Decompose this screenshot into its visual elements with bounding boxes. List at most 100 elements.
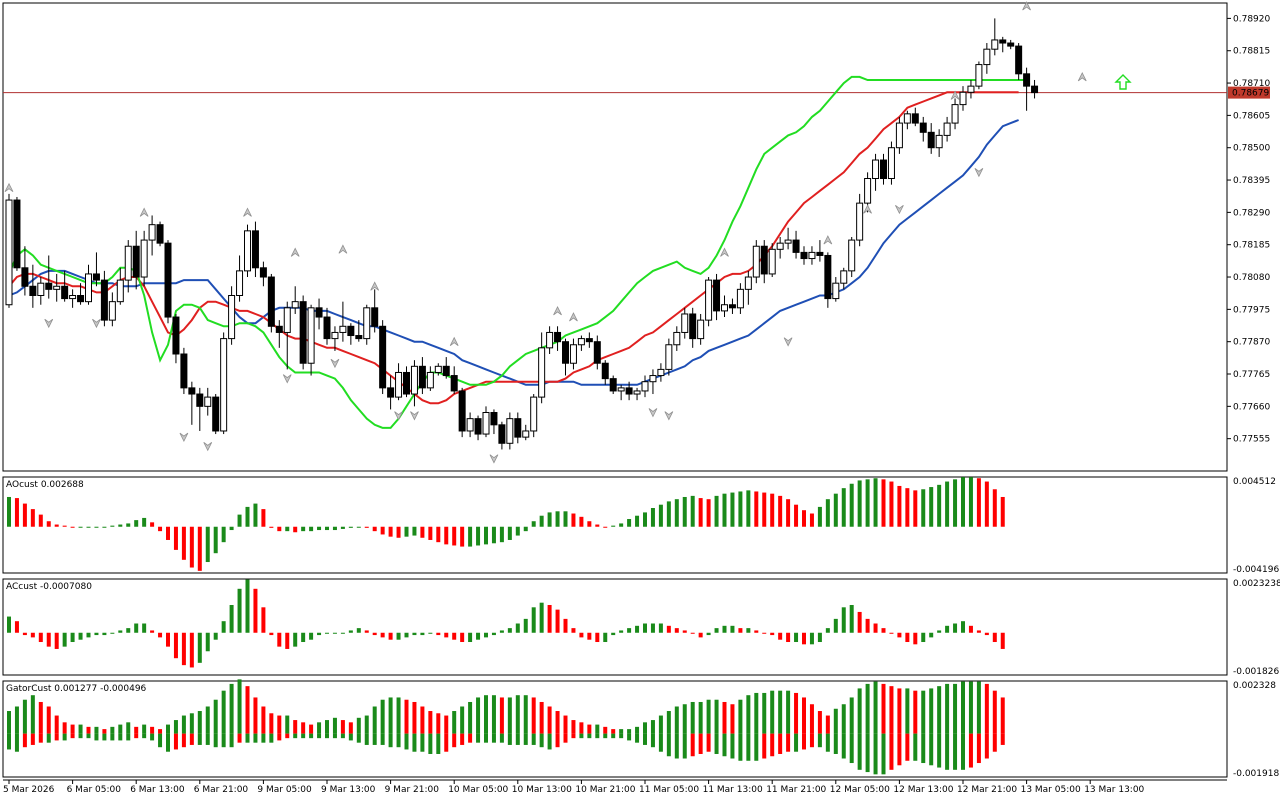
candle[interactable] xyxy=(903,113,911,124)
candle[interactable] xyxy=(514,418,522,438)
candle[interactable] xyxy=(824,254,832,300)
candle[interactable] xyxy=(140,239,148,278)
candle[interactable] xyxy=(371,307,379,327)
candle[interactable] xyxy=(665,344,673,370)
candle[interactable] xyxy=(856,202,864,241)
candle[interactable] xyxy=(228,295,236,340)
candle[interactable] xyxy=(530,396,538,432)
candle[interactable] xyxy=(522,430,530,438)
candle[interactable] xyxy=(347,325,355,337)
candle[interactable] xyxy=(601,362,609,380)
candle[interactable] xyxy=(943,122,951,136)
candle[interactable] xyxy=(426,371,434,389)
candle[interactable] xyxy=(927,131,935,149)
candle[interactable] xyxy=(721,304,728,312)
candle[interactable] xyxy=(156,224,164,244)
candle[interactable] xyxy=(124,245,132,281)
candle[interactable] xyxy=(418,365,426,389)
candle[interactable] xyxy=(585,338,593,343)
candle[interactable] xyxy=(5,199,13,306)
candle[interactable] xyxy=(116,279,124,303)
candle[interactable] xyxy=(617,387,625,392)
candle[interactable] xyxy=(69,295,77,300)
candle[interactable] xyxy=(387,387,395,398)
candle[interactable] xyxy=(872,159,880,180)
candle[interactable] xyxy=(562,341,569,364)
candle[interactable] xyxy=(355,335,363,340)
candle[interactable] xyxy=(220,338,228,432)
candle[interactable] xyxy=(53,285,61,290)
candle[interactable] xyxy=(315,307,323,318)
candle[interactable] xyxy=(887,147,895,179)
candle[interactable] xyxy=(800,251,808,260)
candle[interactable] xyxy=(403,371,410,395)
candle[interactable] xyxy=(991,39,999,50)
candle[interactable] xyxy=(705,279,713,321)
candle[interactable] xyxy=(474,418,482,435)
candle[interactable] xyxy=(538,347,546,398)
candle[interactable] xyxy=(291,301,299,309)
candle[interactable] xyxy=(244,230,251,272)
candle[interactable] xyxy=(919,122,927,133)
candle[interactable] xyxy=(808,251,816,260)
candle[interactable] xyxy=(410,365,418,395)
candle[interactable] xyxy=(299,301,307,364)
candle[interactable] xyxy=(1023,73,1031,87)
candle[interactable] xyxy=(649,375,657,383)
candle[interactable] xyxy=(132,245,140,278)
candle[interactable] xyxy=(259,267,267,278)
candle[interactable] xyxy=(363,307,371,340)
candle[interactable] xyxy=(307,307,315,364)
candle[interactable] xyxy=(395,371,403,398)
candle[interactable] xyxy=(689,313,697,340)
candle[interactable] xyxy=(77,295,85,303)
candle[interactable] xyxy=(164,242,172,318)
candle[interactable] xyxy=(768,248,776,275)
candle[interactable] xyxy=(283,307,291,333)
candle[interactable] xyxy=(840,270,848,284)
candle[interactable] xyxy=(482,412,490,435)
candle[interactable] xyxy=(625,387,633,395)
candle[interactable] xyxy=(816,251,824,256)
candle[interactable] xyxy=(983,48,991,66)
candle[interactable] xyxy=(172,316,180,355)
candle[interactable] xyxy=(569,344,577,364)
candle[interactable] xyxy=(251,230,259,269)
candle[interactable] xyxy=(323,316,331,340)
candle[interactable] xyxy=(92,273,100,281)
candle[interactable] xyxy=(673,331,681,346)
candle[interactable] xyxy=(760,245,768,275)
candle[interactable] xyxy=(13,199,21,269)
candle[interactable] xyxy=(880,159,887,180)
candle[interactable] xyxy=(45,282,53,290)
candle[interactable] xyxy=(736,288,744,309)
candle[interactable] xyxy=(458,390,466,432)
candle[interactable] xyxy=(633,390,641,395)
candle[interactable] xyxy=(196,393,204,407)
candle[interactable] xyxy=(331,331,339,340)
candle[interactable] xyxy=(379,325,387,389)
candle[interactable] xyxy=(434,365,442,373)
candle[interactable] xyxy=(609,378,617,392)
candle[interactable] xyxy=(506,418,514,444)
candle[interactable] xyxy=(593,341,601,364)
candle[interactable] xyxy=(554,331,562,343)
candle[interactable] xyxy=(959,91,967,106)
candle[interactable] xyxy=(204,396,212,407)
candle[interactable] xyxy=(776,242,784,250)
candle[interactable] xyxy=(792,239,800,253)
candle[interactable] xyxy=(832,282,840,300)
candle[interactable] xyxy=(1031,85,1039,94)
candle[interactable] xyxy=(236,270,244,296)
candle[interactable] xyxy=(100,279,108,321)
candle[interactable] xyxy=(498,424,506,444)
candle[interactable] xyxy=(546,331,554,349)
candle[interactable] xyxy=(577,338,585,346)
candle[interactable] xyxy=(37,282,45,296)
candle[interactable] xyxy=(21,267,29,287)
candle[interactable] xyxy=(713,279,721,312)
candle[interactable] xyxy=(212,396,220,432)
candle[interactable] xyxy=(681,313,689,333)
candle[interactable] xyxy=(450,375,458,392)
